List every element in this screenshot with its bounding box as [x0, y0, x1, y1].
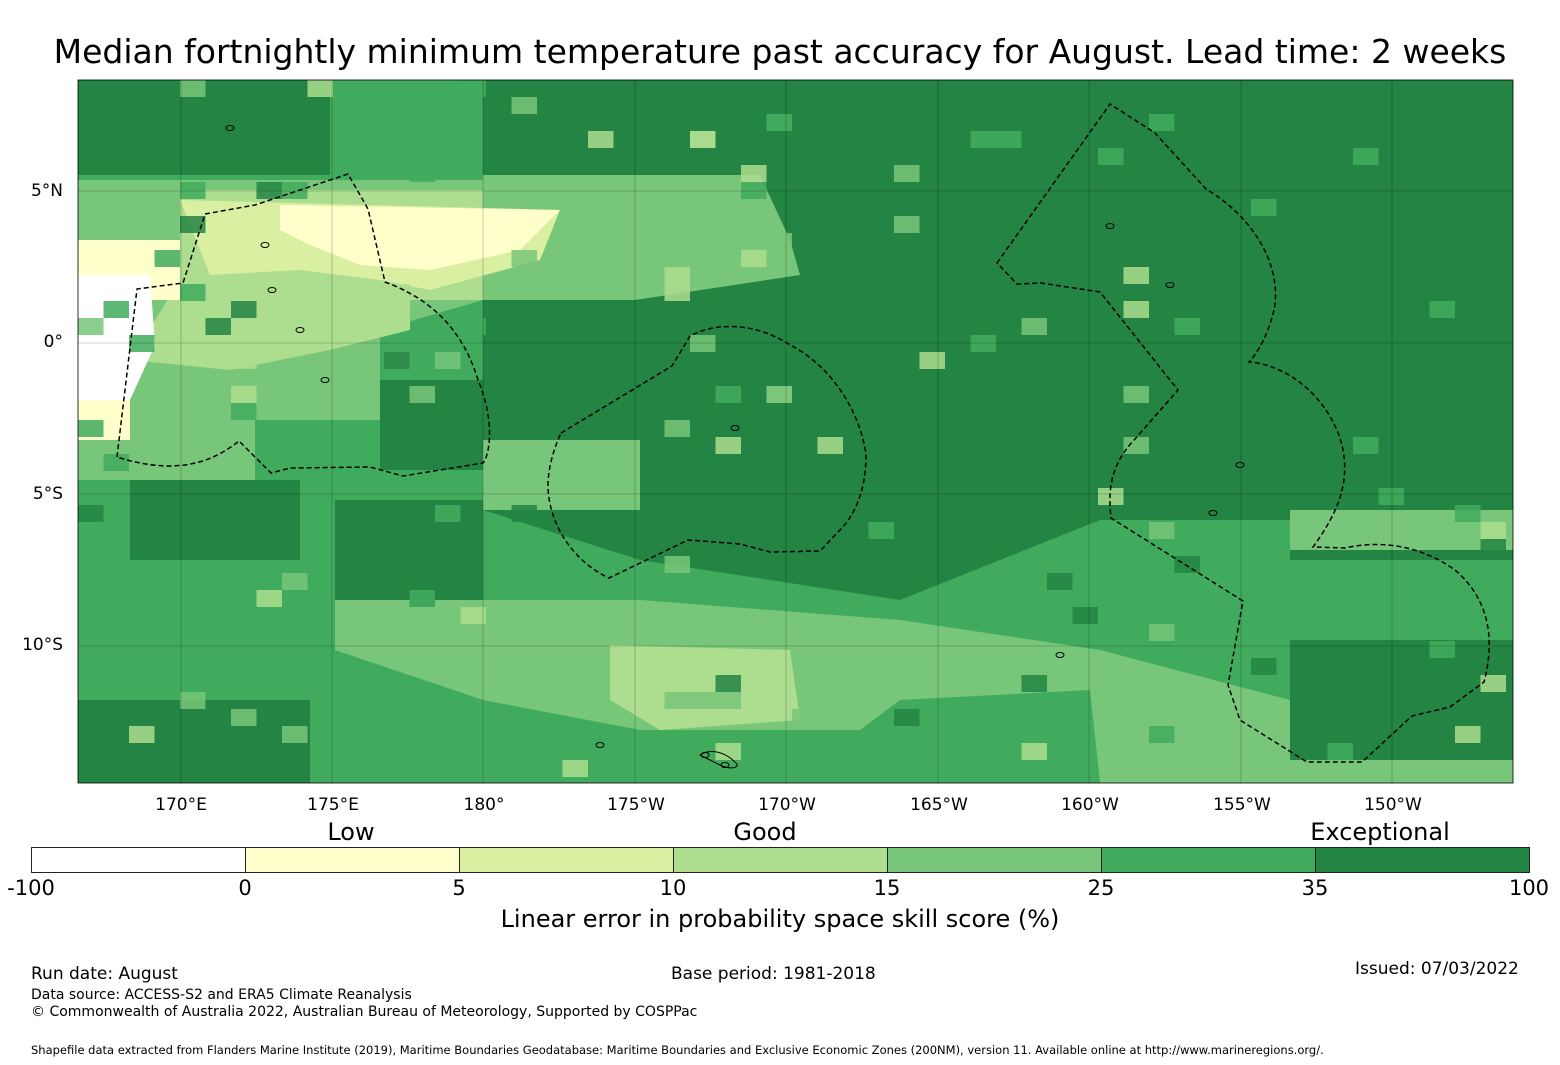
base-period: Base period: 1981-2018	[671, 964, 876, 984]
colorbar-segment-negative	[31, 847, 246, 873]
category-exceptional: Exceptional	[1310, 818, 1450, 846]
colorbar-title: Linear error in probability space skill …	[500, 905, 1060, 933]
lon-label-170w: 170°W	[758, 795, 816, 815]
map-frame	[77, 79, 1514, 784]
category-good: Good	[733, 818, 797, 846]
lat-label-10s: 10°S	[22, 635, 63, 655]
lat-label-5s: 5°S	[32, 484, 63, 504]
colorbar-tick: 35	[1301, 876, 1329, 900]
colorbar-tick: 25	[1087, 876, 1115, 900]
skill-pixels	[78, 80, 1506, 777]
island-outlines	[225, 125, 1245, 769]
map-title: Median fortnightly minimum temperature p…	[53, 32, 1507, 71]
lon-label-150w: 150°W	[1364, 795, 1422, 815]
lon-label-165w: 165°W	[910, 795, 968, 815]
lon-label-175e: 175°E	[307, 795, 359, 815]
data-source: Data source: ACCESS-S2 and ERA5 Climate …	[31, 987, 412, 1003]
colorbar-tick: 100	[1508, 876, 1550, 900]
lon-label-175w: 175°W	[607, 795, 665, 815]
colorbar-segment-15-25	[887, 847, 1102, 873]
lon-label-180: 180°	[463, 795, 505, 815]
colorbar-tick: 0	[238, 876, 252, 900]
skill-regions	[78, 80, 1513, 783]
colorbar-segment-35-100	[1315, 847, 1530, 873]
colorbar-tick: 15	[873, 876, 901, 900]
category-low: Low	[327, 818, 375, 846]
lat-label-5n: 5°N	[30, 181, 63, 201]
colorbar-tick: 10	[659, 876, 687, 900]
eez-boundaries	[116, 102, 1490, 763]
colorbar-segment-5-10	[459, 847, 674, 873]
colorbar-tick: 5	[452, 876, 466, 900]
lat-label-0: 0°	[43, 332, 63, 352]
lon-label-155w: 155°W	[1213, 795, 1271, 815]
copyright: © Commonwealth of Australia 2022, Austra…	[31, 1004, 698, 1020]
graticule	[78, 80, 1513, 783]
lon-label-170e: 170°E	[155, 795, 207, 815]
colorbar-tick: -100	[7, 876, 55, 900]
issued-date: Issued: 07/03/2022	[1355, 959, 1519, 979]
colorbar-segment-25-35	[1101, 847, 1316, 873]
shapefile-credit: Shapefile data extracted from Flanders M…	[31, 1043, 1324, 1057]
run-date: Run date: August	[31, 964, 178, 984]
colorbar-segment-10-15	[673, 847, 888, 873]
lon-label-160w: 160°W	[1061, 795, 1119, 815]
colorbar-segment-0-5	[245, 847, 460, 873]
